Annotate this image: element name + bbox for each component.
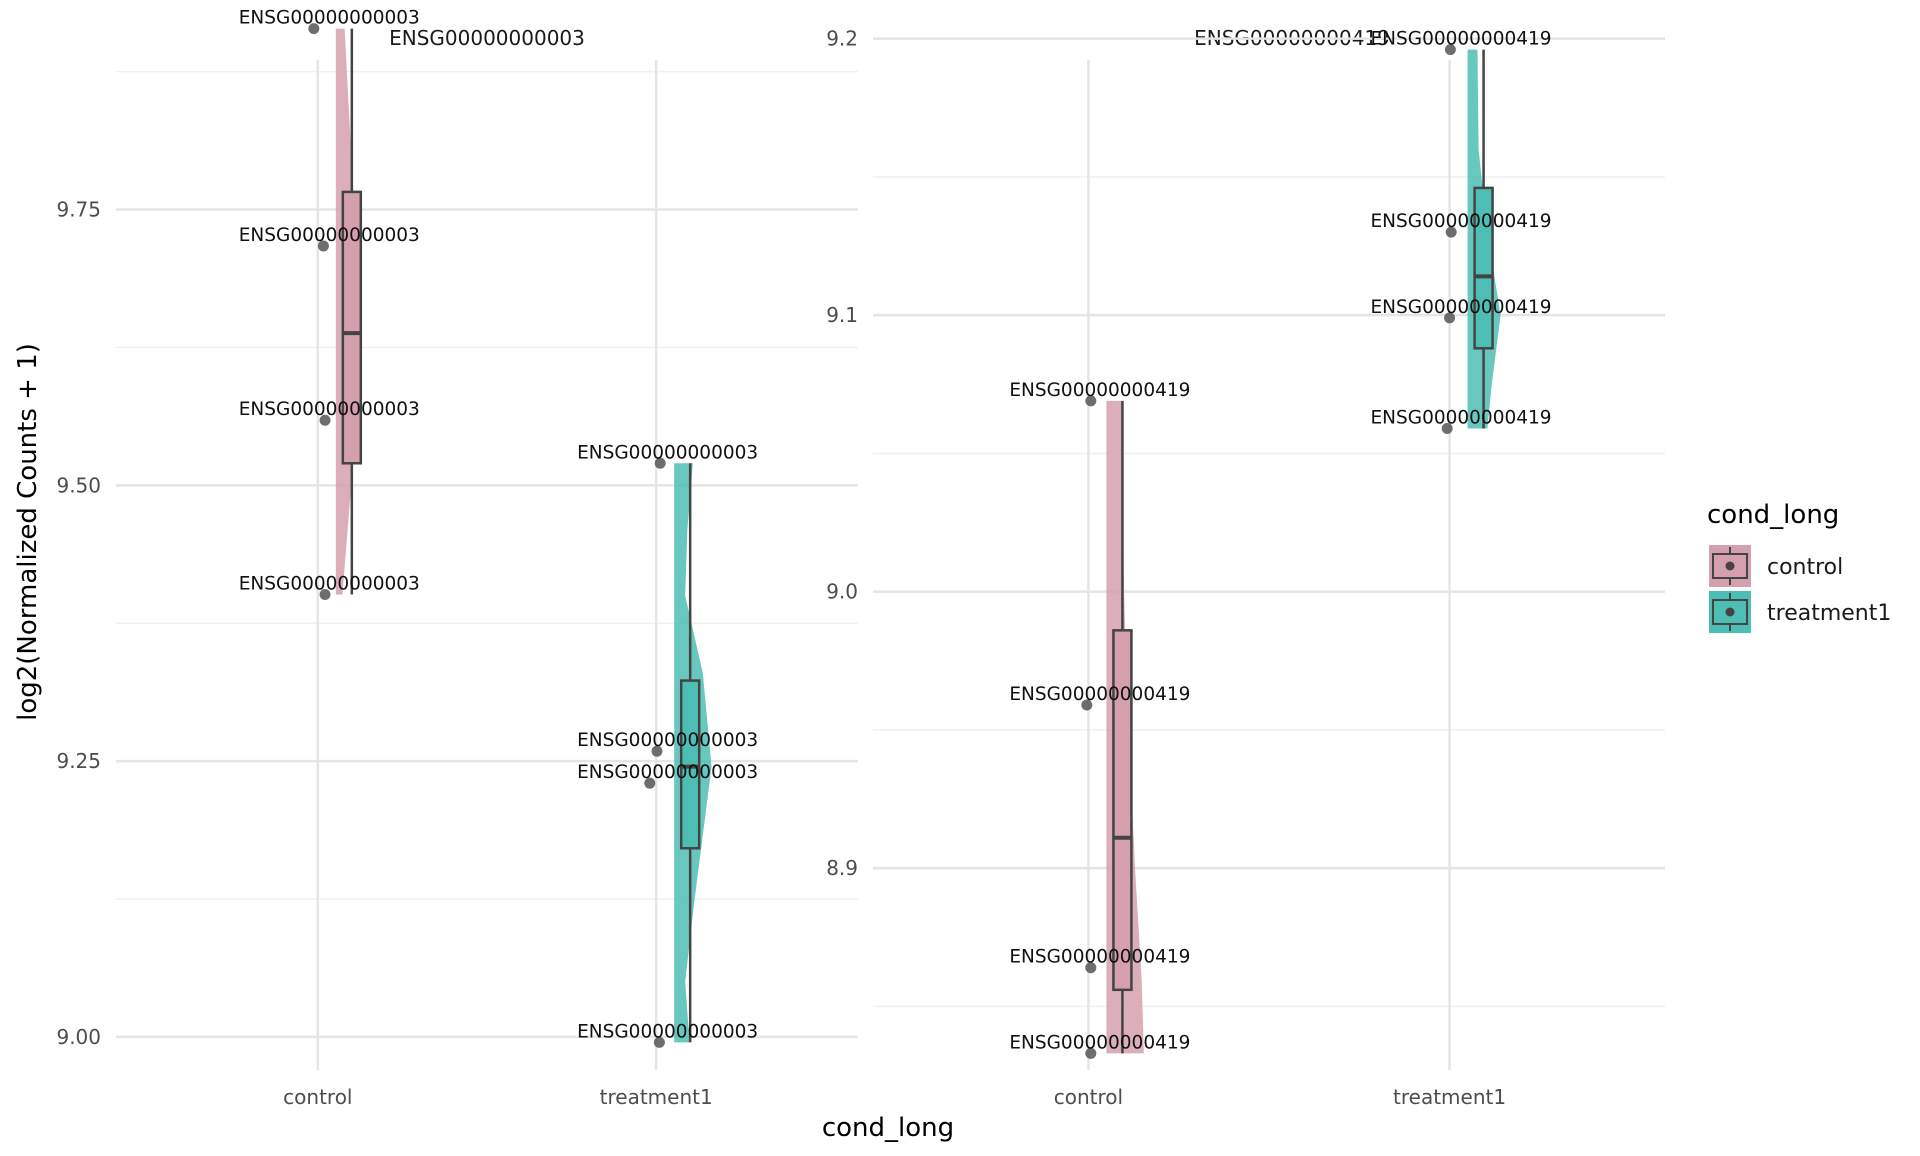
data-point: [1085, 395, 1097, 407]
y-tick-label: 9.2: [826, 27, 858, 51]
y-tick-label: 9.75: [56, 198, 101, 222]
point-label: ENSG00000000003: [577, 730, 758, 751]
box-control: [341, 190, 363, 465]
y-tick-label: 9.25: [56, 749, 101, 773]
point-label: ENSG00000000003: [577, 442, 758, 463]
legend-label: treatment1: [1767, 601, 1891, 626]
y-tick-label: 9.00: [56, 1025, 101, 1049]
point-label: ENSG00000000419: [1009, 947, 1190, 968]
legend-key-box: [1712, 553, 1748, 579]
point-label: ENSG00000000419: [1370, 297, 1551, 318]
data-point: [653, 1036, 665, 1048]
data-point: [319, 589, 331, 601]
data-point: [1444, 312, 1456, 324]
x-tick-label: treatment1: [600, 1085, 713, 1109]
data-point: [1081, 699, 1093, 711]
point-label: ENSG00000000419: [1370, 29, 1551, 50]
point-label: ENSG00000000419: [1009, 1032, 1190, 1053]
data-point: [654, 457, 666, 469]
data-point: [317, 240, 329, 252]
point-label: ENSG00000000003: [239, 225, 420, 246]
point-label: ENSG00000000003: [239, 399, 420, 420]
point-label: ENSG00000000003: [577, 762, 758, 783]
point-label: ENSG00000000419: [1370, 211, 1551, 232]
point-label: ENSG00000000003: [239, 574, 420, 595]
x-axis-title: cond_long: [822, 1113, 954, 1143]
data-point: [1085, 962, 1097, 974]
point-label: ENSG00000000419: [1009, 380, 1190, 401]
box-control: [1112, 629, 1133, 992]
x-tick-label: control: [1054, 1085, 1123, 1109]
data-point: [1085, 1047, 1097, 1059]
data-point: [651, 745, 663, 757]
point-label: ENSG00000000003: [577, 1021, 758, 1042]
box-treatment1: [1473, 186, 1494, 350]
legend-key-point: [1725, 607, 1735, 617]
y-axis-title: log2(Normalized Counts + 1): [13, 343, 43, 721]
panel-1: ENSG00000000003 9.00 9.25 9.50 9.75 control tr…: [56, 8, 858, 1109]
y-tick-label: 8.9: [826, 856, 858, 880]
legend-label: control: [1767, 555, 1843, 580]
point-label: ENSG00000000419: [1009, 684, 1190, 705]
x-tick-label: control: [283, 1085, 352, 1109]
data-point: [1444, 44, 1456, 56]
panel-title: ENSG00000000003: [389, 26, 585, 50]
data-point: [1445, 226, 1457, 238]
y-tick-label: 9.1: [826, 303, 858, 327]
data-point: [1441, 422, 1453, 434]
point-label: ENSG00000000419: [1370, 407, 1551, 428]
data-point: [308, 23, 320, 35]
y-tick-label: 9.50: [56, 473, 101, 497]
x-tick-label: treatment1: [1393, 1085, 1506, 1109]
point-label: ENSG00000000003: [239, 8, 420, 29]
panel-2: ENSG00000000419 8.9 9.0 9.1 9.2 control treatm…: [826, 26, 1665, 1109]
legend-key-point: [1725, 561, 1735, 571]
data-point: [319, 414, 331, 426]
box-treatment1: [679, 679, 701, 850]
legend-key-box: [1712, 599, 1748, 625]
data-point: [644, 777, 656, 789]
legend-title: cond_long: [1707, 500, 1839, 530]
y-tick-label: 9.0: [826, 580, 858, 604]
